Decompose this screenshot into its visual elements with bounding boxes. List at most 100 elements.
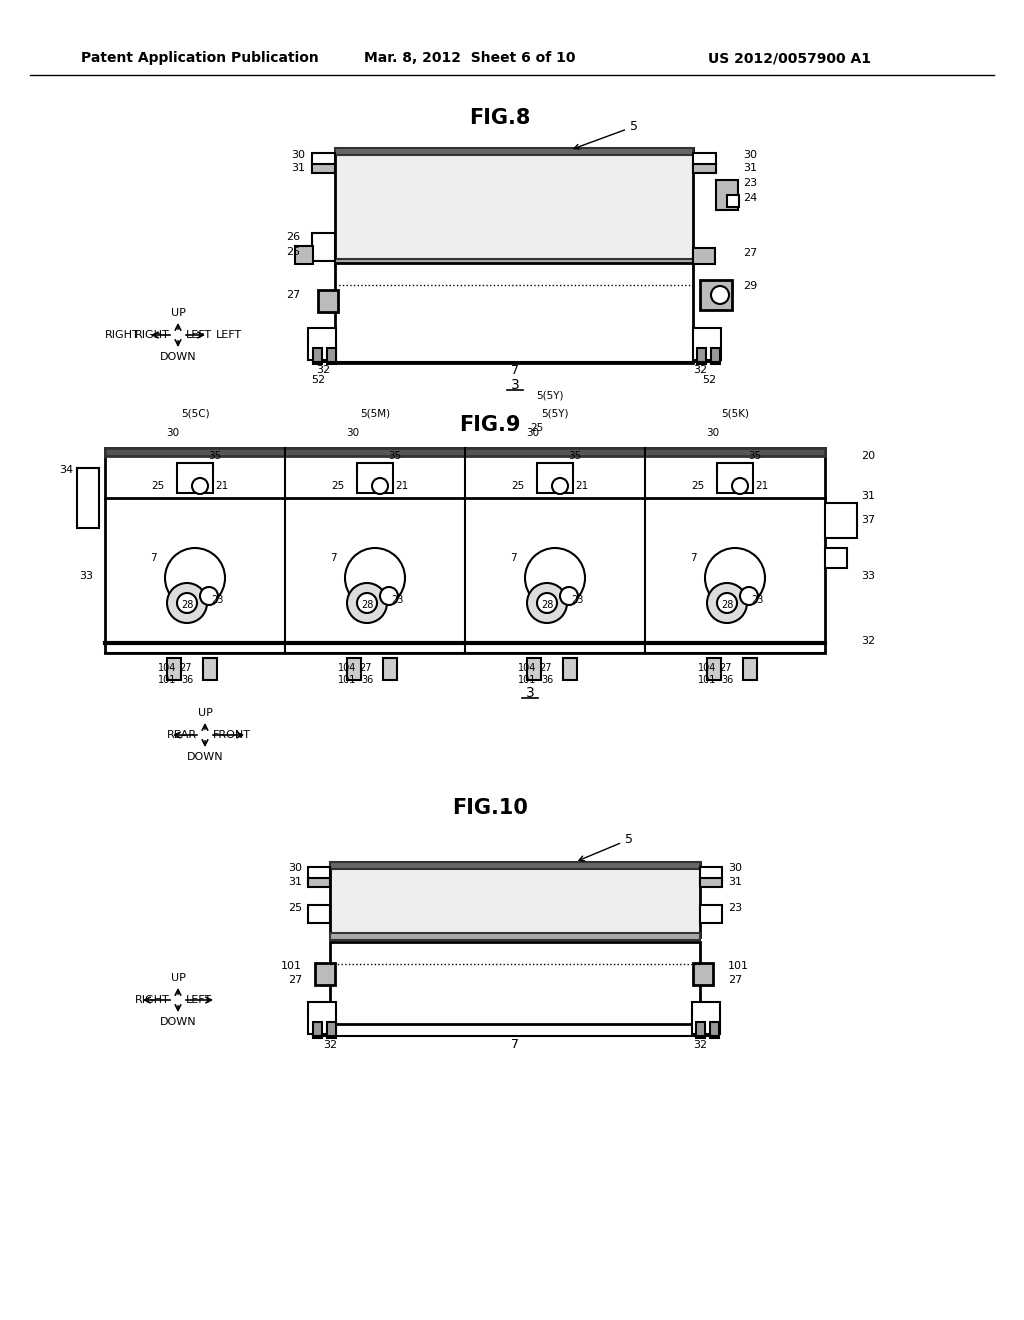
Bar	[308, 906, 330, 923]
Text: 5: 5	[579, 833, 633, 861]
Bar	[105, 447, 825, 455]
Bar	[308, 867, 330, 884]
Text: 31: 31	[288, 876, 302, 887]
Bar	[330, 862, 700, 937]
Bar	[383, 657, 397, 680]
Text: 25: 25	[288, 903, 302, 913]
Text: 104: 104	[158, 663, 176, 673]
Text: 23: 23	[728, 903, 742, 913]
Bar	[313, 348, 322, 364]
Text: 27: 27	[539, 663, 551, 673]
Bar	[700, 878, 722, 887]
Text: 27: 27	[286, 290, 300, 300]
Bar	[693, 248, 715, 264]
Text: 26: 26	[286, 232, 300, 242]
Bar	[308, 327, 336, 360]
Text: 25: 25	[152, 480, 165, 491]
Text: LEFT: LEFT	[186, 995, 212, 1005]
Circle shape	[345, 548, 406, 609]
Text: RIGHT: RIGHT	[105, 330, 140, 341]
Text: FRONT: FRONT	[213, 730, 251, 741]
Circle shape	[732, 478, 748, 494]
Text: 35: 35	[388, 451, 401, 461]
Text: LEFT: LEFT	[186, 330, 212, 341]
Text: 31: 31	[861, 491, 874, 502]
Text: 27: 27	[358, 663, 372, 673]
Bar	[711, 348, 720, 364]
Bar	[347, 657, 361, 680]
Text: 25: 25	[286, 247, 300, 257]
Text: 33: 33	[861, 572, 874, 581]
Text: 5: 5	[574, 120, 638, 149]
Text: 30: 30	[526, 428, 540, 438]
Text: 30: 30	[167, 428, 179, 438]
Circle shape	[527, 583, 567, 623]
Text: FIG.8: FIG.8	[469, 108, 530, 128]
Bar	[335, 263, 693, 363]
Text: 35: 35	[749, 451, 762, 461]
Circle shape	[372, 478, 388, 494]
Text: UP: UP	[171, 973, 185, 983]
Text: 3: 3	[525, 686, 535, 700]
Text: 37: 37	[861, 515, 876, 525]
Text: 5(5K): 5(5K)	[721, 408, 749, 418]
Text: 36: 36	[360, 675, 373, 685]
Text: 23: 23	[743, 178, 757, 187]
Bar	[716, 180, 738, 210]
Text: 101: 101	[728, 961, 749, 972]
Bar	[825, 548, 847, 568]
Text: 33: 33	[79, 572, 93, 581]
Bar	[312, 153, 335, 172]
Text: Patent Application Publication: Patent Application Publication	[81, 51, 318, 65]
Bar	[308, 1002, 336, 1034]
Text: 31: 31	[743, 162, 757, 173]
Bar	[357, 463, 393, 492]
Circle shape	[705, 548, 765, 609]
Text: 52: 52	[701, 375, 716, 385]
Circle shape	[357, 593, 377, 612]
Text: 101: 101	[338, 675, 356, 685]
Text: 28: 28	[181, 601, 194, 610]
Bar	[315, 964, 335, 985]
Text: 27: 27	[719, 663, 731, 673]
Bar	[537, 463, 573, 492]
Text: 101: 101	[518, 675, 537, 685]
Text: RIGHT: RIGHT	[135, 995, 170, 1005]
Text: 21: 21	[575, 480, 588, 491]
Text: 34: 34	[58, 465, 73, 475]
Text: DOWN: DOWN	[160, 1016, 197, 1027]
Circle shape	[380, 587, 398, 605]
Text: DOWN: DOWN	[160, 352, 197, 362]
Bar	[295, 246, 313, 264]
Bar	[105, 447, 825, 653]
Circle shape	[552, 478, 568, 494]
Bar	[330, 942, 700, 1024]
Circle shape	[717, 593, 737, 612]
Bar	[330, 933, 700, 940]
Text: 101: 101	[158, 675, 176, 685]
Text: 25: 25	[512, 480, 525, 491]
Text: LEFT: LEFT	[216, 330, 242, 341]
Circle shape	[560, 587, 578, 605]
Text: 21: 21	[755, 480, 768, 491]
Bar	[563, 657, 577, 680]
Text: RIGHT: RIGHT	[135, 330, 170, 341]
Text: 32: 32	[693, 366, 707, 375]
Text: 5(5M): 5(5M)	[360, 408, 390, 418]
Bar	[330, 862, 700, 869]
Text: 101: 101	[281, 961, 302, 972]
Circle shape	[711, 286, 729, 304]
Text: UP: UP	[198, 708, 212, 718]
Circle shape	[525, 548, 585, 609]
Bar	[727, 195, 739, 207]
Text: 23: 23	[211, 595, 223, 605]
Circle shape	[347, 583, 387, 623]
Bar	[312, 234, 335, 261]
Text: 7: 7	[510, 553, 516, 564]
Text: 30: 30	[743, 150, 757, 160]
Bar	[335, 148, 693, 154]
Text: REAR: REAR	[167, 730, 197, 741]
Text: 23: 23	[751, 595, 763, 605]
Text: 5(5Y): 5(5Y)	[542, 408, 568, 418]
Text: 28: 28	[721, 601, 733, 610]
